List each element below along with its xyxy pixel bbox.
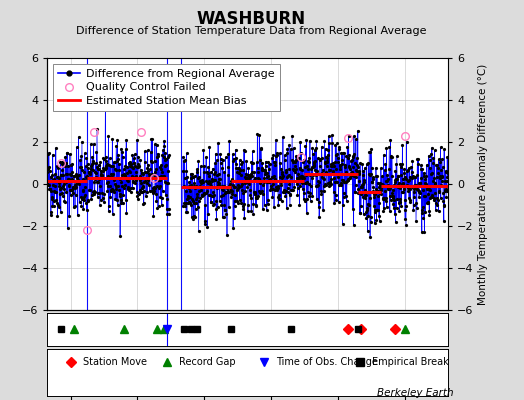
Text: Station Move: Station Move [83, 357, 147, 367]
Y-axis label: Monthly Temperature Anomaly Difference (°C): Monthly Temperature Anomaly Difference (… [478, 63, 488, 305]
Legend: Difference from Regional Average, Quality Control Failed, Estimated Station Mean: Difference from Regional Average, Qualit… [53, 64, 280, 111]
Text: Time of Obs. Change: Time of Obs. Change [276, 357, 377, 367]
Text: Empirical Break: Empirical Break [372, 357, 449, 367]
Text: Difference of Station Temperature Data from Regional Average: Difference of Station Temperature Data f… [77, 26, 427, 36]
Text: WASHBURN: WASHBURN [197, 10, 306, 28]
Text: Record Gap: Record Gap [179, 357, 236, 367]
Text: Berkeley Earth: Berkeley Earth [377, 388, 453, 398]
